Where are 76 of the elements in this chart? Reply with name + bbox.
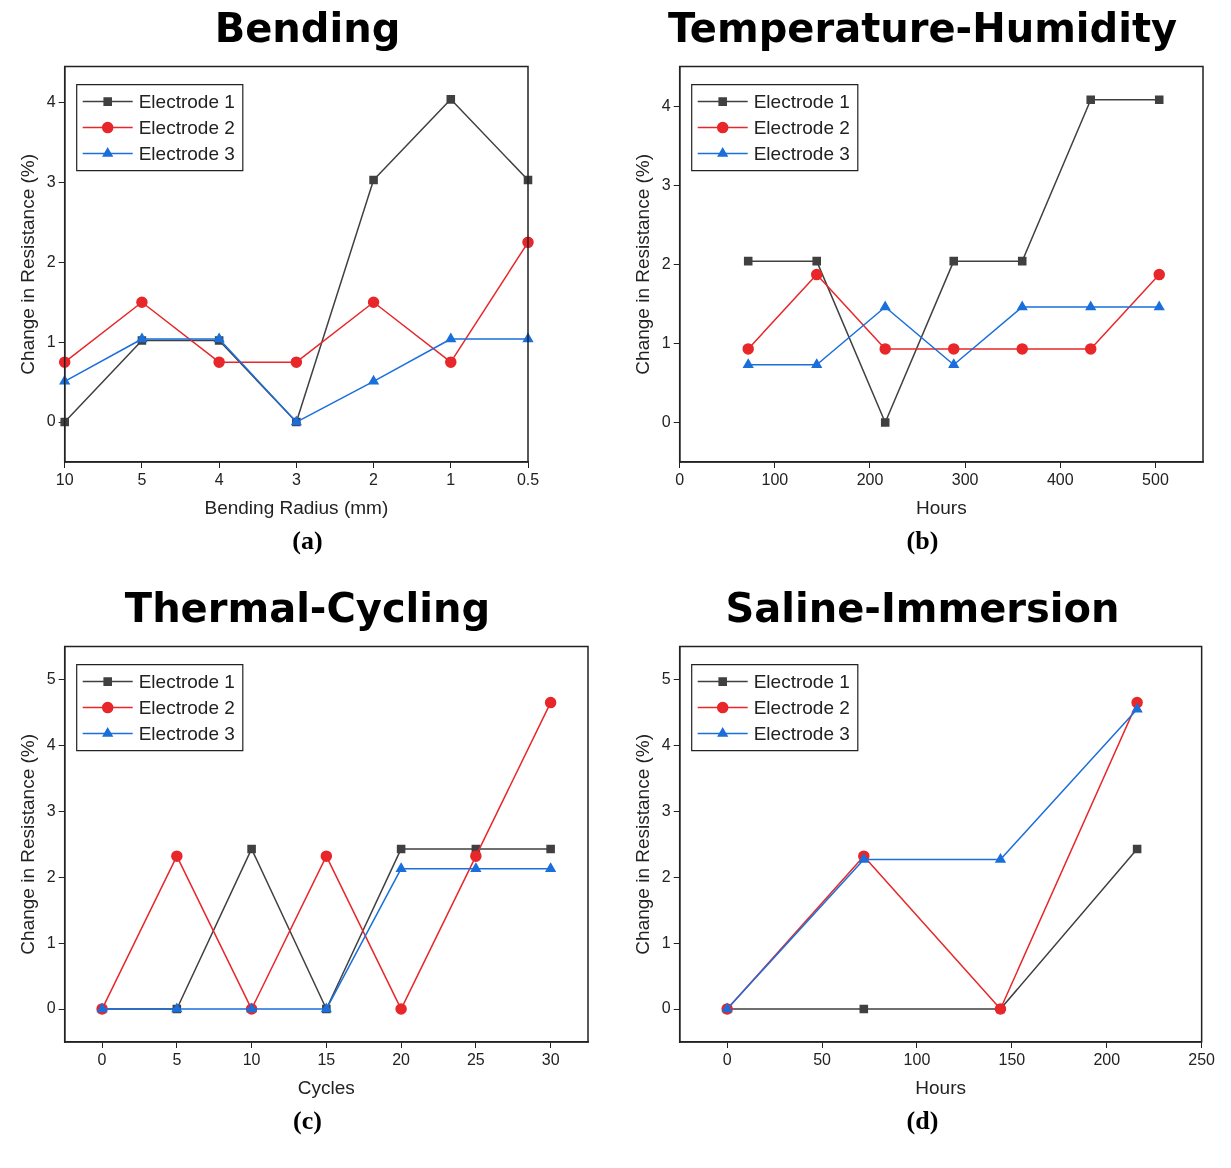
x-tick-label: 0.5 [516,471,539,489]
y-tick-label: 4 [661,735,671,753]
text: (a) [292,526,323,556]
y-tick-label: 0 [46,999,56,1017]
legend-label: Electrode 1 [138,670,235,692]
y-tick-label: 3 [661,175,671,193]
legend-label: Electrode 1 [753,90,850,112]
x-tick-label: 0 [97,1051,107,1069]
legend-label: Electrode 1 [138,90,235,112]
y-tick-label: 1 [46,933,56,951]
x-tick-label: 3 [291,471,301,489]
y-tick-label: 2 [46,252,56,270]
legend-label: Electrode 1 [753,670,850,692]
y-tick-label: 4 [46,92,56,110]
y-tick-label: 1 [661,933,671,951]
text: (c) [293,1106,322,1136]
x-tick-label: 0 [722,1051,732,1069]
y-tick-label: 1 [46,332,56,350]
x-tick-label: 200 [856,471,883,489]
legend-label: Electrode 3 [138,142,235,164]
x-tick-label: 250 [1187,1051,1215,1069]
x-tick-label: 0 [674,471,684,489]
text: (d) [906,1106,939,1136]
x-tick-label: 200 [1092,1051,1120,1069]
x-tick-label: 50 [812,1051,831,1069]
x-tick-label: 10 [242,1051,261,1069]
legend-label: Electrode 3 [753,142,850,164]
y-tick-label: 0 [661,412,671,430]
y-axis-title: Change in Resistance (%) [16,153,38,375]
x-tick-label: 20 [391,1051,410,1069]
x-tick-label: 25 [466,1051,485,1069]
chart-title: Saline-Immersion [725,584,1120,633]
legend-label: Electrode 2 [138,116,235,138]
y-axis-title: Change in Resistance (%) [16,733,38,955]
x-axis-title: Hours [915,496,967,518]
x-tick-label: 30 [541,1051,560,1069]
x-tick-label: 2 [368,471,378,489]
legend-label: Electrode 2 [753,696,850,718]
y-tick-label: 3 [46,801,56,819]
y-tick-label: 3 [46,172,56,190]
x-tick-label: 5 [171,1051,181,1069]
legend-label: Electrode 2 [753,116,850,138]
chart-title: Thermal-Cycling [124,584,491,633]
y-tick-label: 0 [661,999,671,1017]
x-tick-label: 1 [445,471,455,489]
y-tick-label: 5 [46,669,56,687]
x-axis-title: Hours [914,1076,966,1098]
x-tick-label: 150 [998,1051,1025,1069]
y-tick-label: 5 [661,669,671,687]
x-tick-label: 10 [55,471,74,489]
x-tick-label: 15 [316,1051,335,1069]
y-tick-label: 3 [661,801,671,819]
x-tick-label: 5 [136,471,146,489]
legend-label: Electrode 3 [138,722,235,744]
y-tick-label: 4 [46,735,56,753]
y-tick-label: 0 [46,412,56,430]
x-axis-title: Bending Radius (mm) [203,496,388,518]
x-tick-label: 100 [760,471,788,489]
y-axis-title: Change in Resistance (%) [631,153,653,375]
legend-label: Electrode 3 [753,722,850,744]
x-tick-label: 400 [1046,471,1074,489]
chart-title: Temperature-Humidity [667,4,1178,53]
x-tick-label: 4 [214,471,224,489]
y-tick-label: 2 [661,254,671,272]
text: (b) [906,526,939,556]
x-tick-label: 500 [1141,471,1169,489]
x-axis-title: Cycles [297,1076,355,1098]
y-tick-label: 2 [661,867,671,885]
y-tick-label: 4 [661,96,671,114]
x-tick-label: 300 [951,471,979,489]
y-axis-title: Change in Resistance (%) [631,733,653,955]
chart-title: Bending [214,4,401,53]
legend-label: Electrode 2 [138,696,235,718]
x-tick-label: 100 [903,1051,930,1069]
y-tick-label: 1 [661,333,671,351]
y-tick-label: 2 [46,867,56,885]
